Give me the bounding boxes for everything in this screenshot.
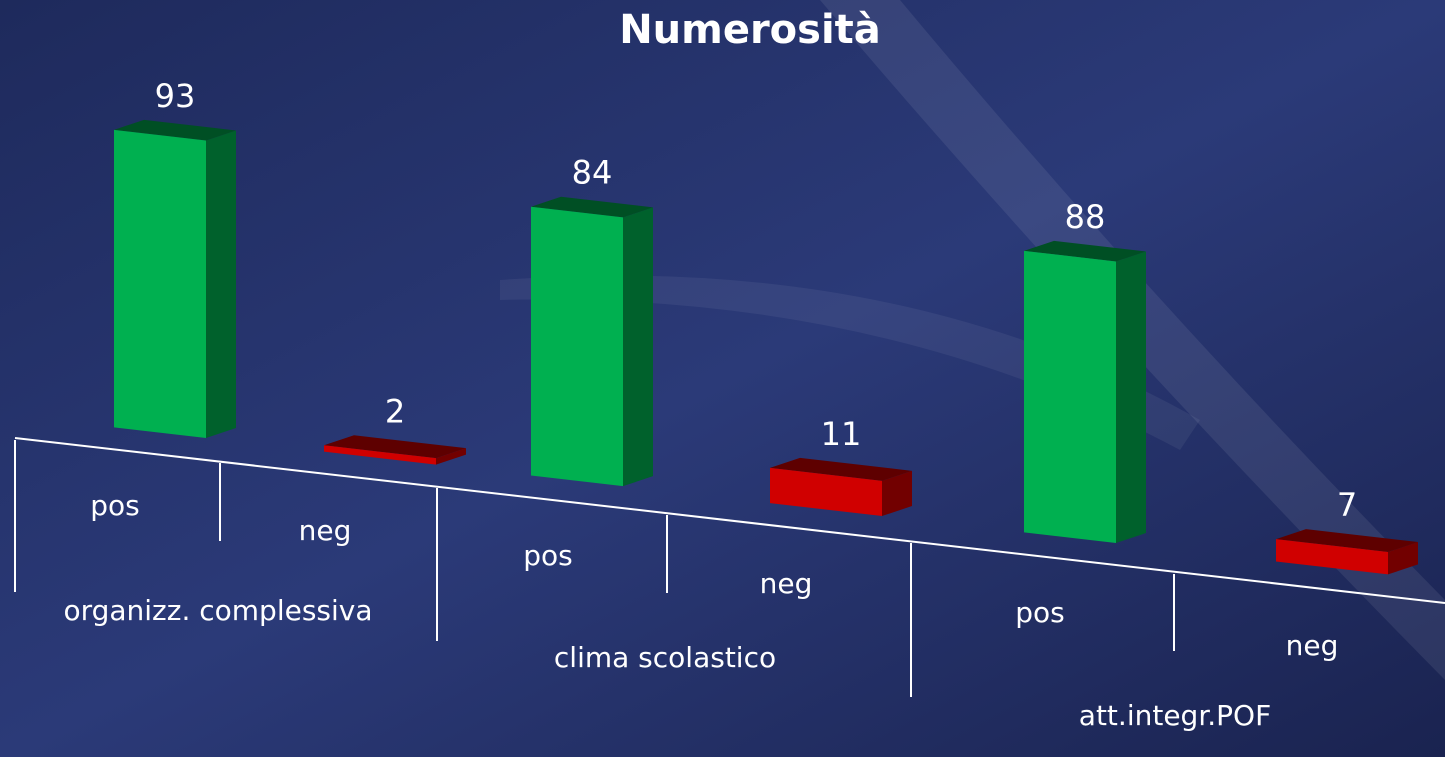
bar — [531, 206, 623, 487]
value-label: 11 — [821, 415, 862, 453]
group-label: organizz. complessiva — [63, 594, 372, 627]
value-label: 84 — [572, 154, 613, 192]
bar-side — [1388, 542, 1418, 575]
bar — [1276, 539, 1388, 575]
x-tick-label: neg — [760, 567, 813, 600]
x-tick-label: neg — [299, 514, 352, 547]
x-tick-label: pos — [1015, 596, 1065, 629]
bar-side — [882, 470, 912, 517]
bar-side — [1116, 251, 1146, 544]
bar — [114, 129, 206, 439]
bar-side — [206, 130, 236, 439]
axis-line — [14, 437, 1445, 604]
value-label: 2 — [385, 392, 405, 430]
group-label: att.integr.POF — [1079, 699, 1271, 732]
chart-title: Numerosità — [619, 7, 881, 53]
bar — [324, 445, 436, 465]
group-label: clima scolastico — [554, 641, 776, 674]
bar-top — [324, 435, 466, 459]
bar-top — [1276, 529, 1418, 553]
bar-side — [436, 448, 466, 465]
x-tick-label: pos — [90, 489, 140, 522]
bar — [770, 467, 882, 517]
x-tick-label: pos — [523, 539, 573, 572]
x-tick-label: neg — [1286, 629, 1339, 662]
value-label: 88 — [1065, 198, 1106, 236]
bar-side — [623, 207, 653, 487]
bar — [1024, 250, 1116, 544]
bar-top — [114, 119, 236, 141]
bar-top — [770, 457, 912, 481]
dividers — [14, 440, 1175, 697]
value-label: 93 — [155, 77, 196, 115]
bar-top — [531, 196, 653, 218]
bar-top — [1024, 240, 1146, 262]
value-label: 7 — [1337, 486, 1357, 524]
